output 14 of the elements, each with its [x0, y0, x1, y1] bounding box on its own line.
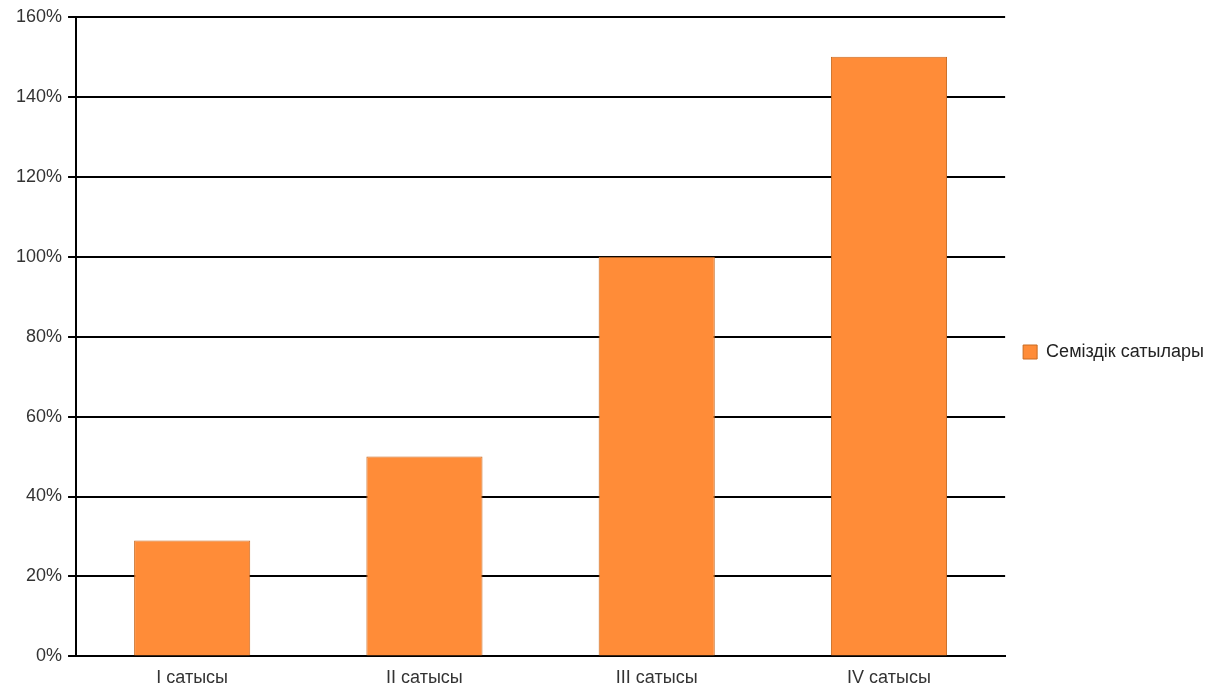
- x-tick-label: II сатысы: [386, 667, 463, 688]
- y-tick-label: 0%: [36, 645, 63, 666]
- y-tick-label: 20%: [26, 565, 63, 586]
- y-tick-label: 160%: [15, 5, 63, 26]
- y-tick-label: 80%: [26, 325, 63, 346]
- x-tick-label: III сатысы: [615, 667, 698, 688]
- legend-label: Семіздік сатылары: [1046, 340, 1205, 361]
- y-tick-label: 120%: [15, 165, 63, 186]
- x-tick-label: IV сатысы: [847, 667, 931, 688]
- y-tick-label: 140%: [15, 85, 63, 106]
- x-tick-label: I сатысы: [156, 667, 229, 688]
- y-tick-label: 60%: [26, 405, 63, 426]
- y-tick-label: 100%: [15, 245, 63, 266]
- y-tick-label: 40%: [26, 485, 63, 506]
